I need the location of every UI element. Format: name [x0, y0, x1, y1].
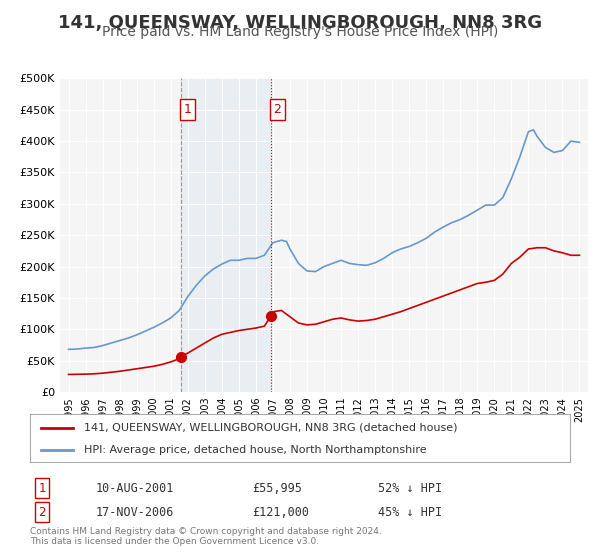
- Text: Contains HM Land Registry data © Crown copyright and database right 2024.
This d: Contains HM Land Registry data © Crown c…: [30, 526, 382, 546]
- Text: 141, QUEENSWAY, WELLINGBOROUGH, NN8 3RG (detached house): 141, QUEENSWAY, WELLINGBOROUGH, NN8 3RG …: [84, 423, 458, 433]
- Bar: [181, 78, 271, 392]
- Text: £55,995: £55,995: [252, 482, 302, 495]
- Text: 52% ↓ HPI: 52% ↓ HPI: [378, 482, 442, 495]
- Text: £121,000: £121,000: [252, 506, 309, 519]
- Text: 2: 2: [274, 103, 281, 116]
- Text: 10-AUG-2001: 10-AUG-2001: [96, 482, 175, 495]
- Text: 141, QUEENSWAY, WELLINGBOROUGH, NN8 3RG: 141, QUEENSWAY, WELLINGBOROUGH, NN8 3RG: [58, 14, 542, 32]
- Text: Price paid vs. HM Land Registry's House Price Index (HPI): Price paid vs. HM Land Registry's House …: [102, 25, 498, 39]
- Text: 45% ↓ HPI: 45% ↓ HPI: [378, 506, 442, 519]
- Text: 17-NOV-2006: 17-NOV-2006: [96, 506, 175, 519]
- Text: 2: 2: [38, 506, 46, 519]
- Text: 1: 1: [184, 103, 191, 116]
- Text: HPI: Average price, detached house, North Northamptonshire: HPI: Average price, detached house, Nort…: [84, 445, 427, 455]
- Text: 1: 1: [38, 482, 46, 495]
